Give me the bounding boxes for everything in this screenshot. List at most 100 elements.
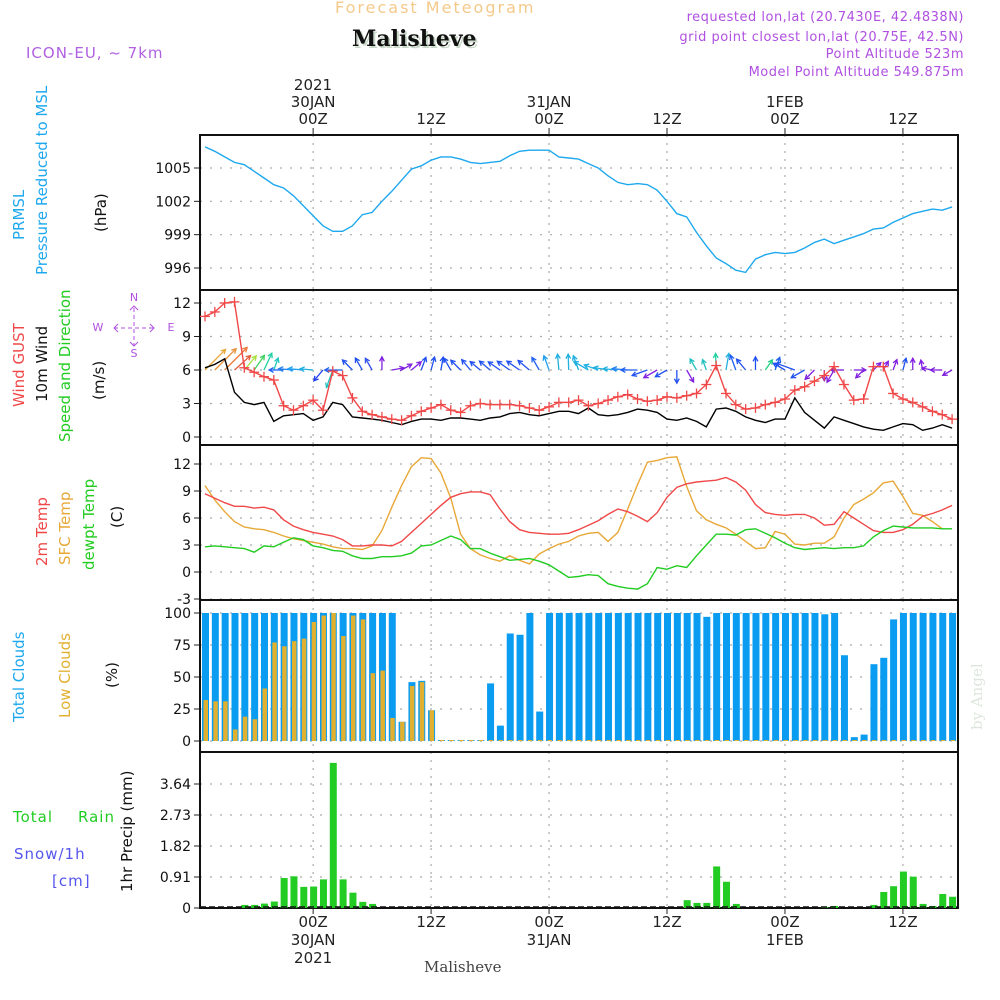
wind-arrow-head — [341, 359, 348, 365]
top-time-label: 12Z — [652, 110, 682, 128]
total-cloud-bar — [840, 655, 848, 741]
wind-arrow-head — [654, 372, 661, 378]
gust-marker — [612, 391, 623, 402]
wind-arrow-shaft — [401, 363, 413, 371]
wind-arrow-shaft — [567, 354, 570, 371]
wind-arrow — [401, 363, 413, 371]
total-cloud-bar — [605, 613, 613, 741]
wind-arrow-shaft — [942, 369, 953, 376]
snow-label: Snow/1h — [14, 845, 86, 863]
top-date-label: 30JAN — [290, 93, 336, 111]
wind-arrow — [313, 369, 324, 382]
total-cloud-bar — [939, 613, 947, 741]
low-cloud-bar — [911, 740, 916, 741]
wind-arrow-shaft — [631, 369, 648, 377]
wind-arrow — [686, 369, 695, 384]
wind-arrow — [505, 360, 520, 371]
top-time-label: 12Z — [416, 110, 446, 128]
gust-marker — [258, 371, 269, 382]
wind-arrow-head — [313, 375, 319, 382]
gust-marker — [907, 397, 918, 408]
total-cloud-bar — [506, 633, 514, 741]
footer-location: Malisheve — [424, 958, 502, 976]
wind-arrow-shaft — [313, 369, 324, 382]
wind-arrow-shaft — [479, 360, 491, 371]
low-cloud-bar — [744, 740, 749, 741]
wind-arrow — [298, 366, 314, 373]
wind-arrow — [630, 369, 648, 377]
wind-arrow-head — [496, 360, 503, 367]
low-cloud-bar — [881, 740, 887, 741]
gust-marker — [829, 361, 840, 372]
wind-arrow-shaft — [263, 352, 273, 371]
wind-arrow — [430, 355, 437, 371]
low-cloud-bar — [429, 710, 435, 741]
gust-marker — [593, 398, 604, 409]
wind-arrow-head — [565, 352, 572, 359]
gust-marker — [838, 379, 849, 390]
low-cloud-bar — [390, 717, 395, 741]
wind-arrow — [902, 357, 908, 371]
y-tick-label: 0.91 — [160, 870, 191, 886]
gust-marker — [652, 395, 663, 406]
gust-marker — [317, 405, 328, 416]
low-cloud-bar — [940, 740, 946, 741]
low-cloud-bar — [508, 740, 513, 741]
y-tick-label: 0 — [182, 901, 191, 917]
gust-marker — [514, 400, 525, 411]
low-cloud-bar — [459, 740, 464, 741]
gust-marker — [308, 395, 319, 406]
gust-marker — [357, 406, 368, 417]
precip-bar — [290, 876, 298, 908]
wind-arrow-shaft — [736, 358, 747, 371]
wind-arrow — [804, 369, 815, 381]
low-cloud-bar — [468, 740, 474, 741]
gust-marker — [779, 394, 790, 405]
precip-bar — [919, 903, 927, 908]
total-cloud-bar — [664, 613, 672, 741]
low-cloud-bar — [783, 740, 788, 741]
y-tick-label: 0 — [182, 430, 191, 446]
total-cloud-bar — [722, 613, 730, 741]
y-tick-label: -3 — [177, 592, 191, 608]
low-cloud-bar — [626, 740, 631, 741]
gust-marker — [927, 406, 938, 417]
gust-marker — [298, 400, 309, 411]
precip-bar — [693, 902, 701, 908]
wind-arrow-head — [619, 367, 626, 373]
wind-arrow-head — [752, 355, 759, 362]
wind-arrow-head — [460, 358, 467, 365]
wind-arrow — [460, 358, 471, 371]
low-cloud-bar — [871, 740, 877, 741]
low-cloud-bar — [655, 740, 661, 741]
wind-arrow — [449, 359, 462, 371]
gust-marker — [662, 391, 673, 402]
total-cloud-bar — [693, 613, 701, 741]
gust-marker — [544, 401, 555, 412]
wind-arrow — [642, 369, 658, 379]
wind-arrow — [517, 359, 530, 371]
gust-marker — [435, 399, 446, 410]
gust-marker — [583, 400, 594, 411]
low-cloud-bar — [232, 729, 238, 741]
gust-marker — [858, 394, 869, 405]
wind-arrow-shaft — [506, 360, 520, 371]
wind-arrow-head — [517, 359, 524, 366]
wind-arrow-shaft — [391, 367, 405, 371]
low-cloud-bar — [773, 740, 779, 741]
gust-marker — [475, 398, 486, 409]
wind-arrow — [364, 357, 373, 371]
low-cloud-bar — [891, 740, 897, 741]
gust-marker — [642, 396, 653, 407]
low-cloud-bar — [518, 740, 523, 741]
sfc-temp-line — [204, 456, 943, 565]
total-cloud-bar — [791, 613, 799, 741]
gust-marker — [947, 414, 958, 425]
y-tick-label: 9 — [182, 484, 191, 500]
low-cloud-bar — [842, 740, 847, 741]
y-tick-label: 9 — [182, 330, 191, 346]
total-cloud-bar — [713, 613, 721, 741]
total-cloud-bar — [801, 613, 809, 741]
gust-marker — [219, 298, 230, 308]
